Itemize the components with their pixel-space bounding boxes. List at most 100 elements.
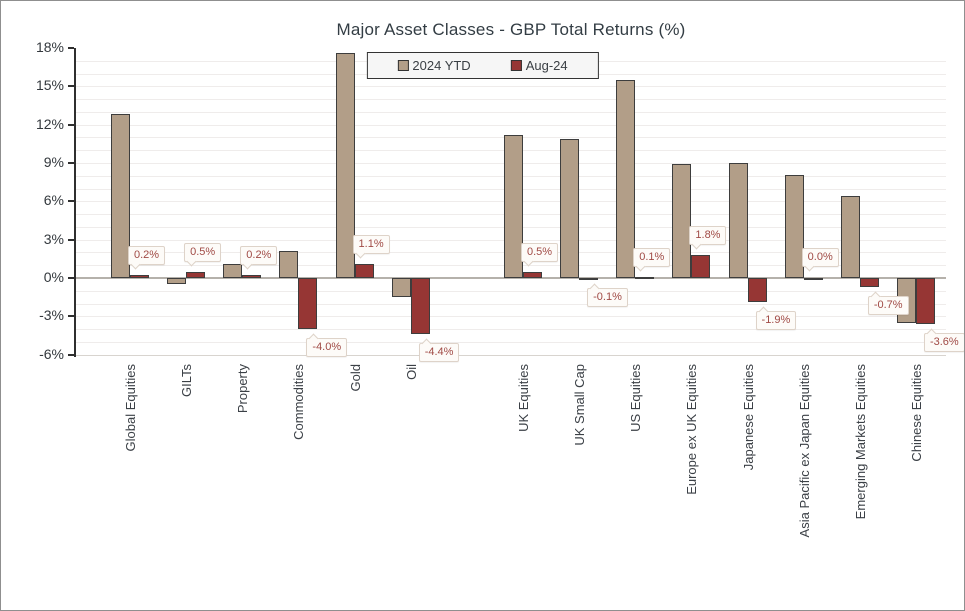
callout-pointer (870, 291, 881, 302)
data-label-aug-24-us-equities: 0.1% (633, 247, 671, 272)
data-label-aug-24-europe-ex-uk-equities: 1.8% (689, 226, 727, 250)
y-axis-tick-label: 3% (43, 230, 64, 247)
legend-item-2024-ytd: 2024 YTD (397, 58, 471, 73)
y-axis-tick-label: -6% (39, 345, 64, 362)
gridline (76, 341, 946, 343)
data-label-aug-24-commodities: -4.0% (306, 333, 348, 358)
category-label-oil: Oil (403, 364, 419, 380)
bar-aug-24-oil (410, 278, 430, 335)
bar-aug-24-emerging-markets-equities (859, 278, 879, 287)
data-label-aug-24-gilts: 0.5% (184, 242, 222, 267)
data-label-aug-24-emerging-markets-equities: -0.7% (867, 291, 909, 315)
bar-2024-ytd-emerging-markets-equities (840, 196, 860, 278)
category-label-gilts: GILTs (179, 364, 195, 397)
y-axis-tick (68, 85, 74, 88)
bar-aug-24-gilts (186, 271, 206, 278)
y-axis-tick (68, 315, 74, 318)
y-axis-tick (68, 162, 74, 164)
bar-2024-ytd-asia-pacific-ex-japan-equities (784, 174, 804, 278)
bar-aug-24-global-equities (130, 275, 149, 278)
bar-2024-ytd-japanese-equities (728, 163, 748, 278)
y-axis-tick-label: 18% (35, 39, 64, 55)
data-label-aug-24-global-equities: 0.2% (128, 246, 166, 270)
data-label-aug-24-chinese-equities: -3.6% (923, 328, 964, 352)
bar-2024-ytd-uk-equities (503, 134, 523, 278)
y-axis-tick-label: 9% (43, 154, 64, 170)
bar-2024-ytd-gold (335, 53, 355, 278)
bar-aug-24-property (242, 275, 262, 278)
callout-pointer (421, 338, 432, 349)
legend-swatch-aug-24 (510, 60, 522, 71)
y-axis-tick-label: 6% (43, 192, 64, 209)
y-axis-tick (68, 277, 74, 279)
legend-swatch-2024-ytd (397, 60, 409, 71)
bar-2024-ytd-commodities (279, 251, 299, 278)
data-label-aug-24-property: 0.2% (240, 246, 278, 270)
y-axis-tick-label: 15% (35, 77, 64, 94)
bar-aug-24-chinese-equities (915, 278, 935, 324)
bar-2024-ytd-property (223, 263, 243, 278)
bar-aug-24-us-equities (635, 276, 655, 279)
data-label-aug-24-gold: 1.1% (352, 234, 390, 259)
callout-pointer (589, 283, 600, 294)
bar-2024-ytd-oil (391, 278, 411, 298)
gridline (76, 99, 946, 101)
bar-aug-24-uk-small-cap (579, 278, 599, 280)
callout-pointer (242, 259, 253, 270)
legend-item-aug-24: Aug-24 (510, 58, 568, 73)
y-axis-line (74, 48, 76, 357)
bar-2024-ytd-gilts (167, 278, 187, 285)
category-label-europe-ex-uk-equities: Europe ex UK Equities (684, 364, 700, 495)
category-label-uk-small-cap: UK Small Cap (572, 364, 588, 446)
bar-2024-ytd-europe-ex-uk-equities (672, 164, 692, 278)
callout-pointer (758, 306, 768, 317)
y-axis-tick (68, 238, 74, 241)
category-label-commodities: Commodities (291, 364, 307, 440)
bar-2024-ytd-global-equities (111, 114, 130, 278)
bar-aug-24-asia-pacific-ex-japan-equities (803, 278, 823, 280)
callout-pointer (130, 259, 141, 270)
gridline (76, 290, 946, 292)
callout-pointer (308, 333, 319, 344)
gridline (76, 86, 946, 88)
bar-2024-ytd-uk-small-cap (560, 138, 580, 278)
bar-aug-24-europe-ex-uk-equities (691, 255, 711, 278)
bar-aug-24-gold (354, 263, 374, 278)
callout-pointer (691, 239, 702, 250)
data-label-aug-24-japanese-equities: -1.9% (755, 306, 797, 331)
bar-aug-24-japanese-equities (747, 278, 767, 303)
y-axis-tick (68, 200, 74, 203)
category-label-japanese-equities: Japanese Equities (740, 364, 756, 471)
category-label-asia-pacific-ex-japan-equities: Asia Pacific ex Japan Equities (796, 364, 812, 538)
category-label-chinese-equities: Chinese Equities (908, 364, 924, 462)
category-label-global-equities: Global Equities (123, 364, 138, 452)
bar-2024-ytd-us-equities (616, 79, 636, 278)
category-label-us-equities: US Equities (628, 364, 644, 432)
bar-aug-24-commodities (298, 278, 318, 330)
y-axis-tick-label: 12% (35, 115, 64, 132)
callout-pointer (804, 261, 815, 272)
category-label-property: Property (235, 364, 251, 414)
callout-pointer (635, 261, 646, 272)
y-axis-tick (68, 47, 74, 49)
gridline (76, 303, 946, 305)
gridline (76, 124, 946, 126)
chart-title: Major Asset Classes - GBP Total Returns … (336, 20, 686, 39)
category-label-emerging-markets-equities: Emerging Markets Equities (852, 364, 868, 520)
zero-axis-line (76, 277, 946, 279)
plot-bottom-border (76, 354, 946, 356)
data-label-aug-24-uk-equities: 0.5% (520, 242, 559, 267)
legend-label-aug-24: Aug-24 (525, 58, 568, 73)
legend: 2024 YTD Aug-24 (366, 52, 599, 79)
y-axis-tick (68, 123, 74, 126)
y-axis-tick-label: 0% (43, 269, 64, 285)
gridline (76, 111, 946, 113)
data-label-aug-24-oil: -4.4% (418, 338, 460, 363)
gridline (76, 329, 946, 331)
gridline (76, 316, 946, 318)
y-axis-tick-label: -3% (39, 307, 64, 324)
legend-label-2024-ytd: 2024 YTD (412, 58, 471, 73)
data-label-aug-24-asia-pacific-ex-japan-equities: 0.0% (801, 248, 839, 272)
